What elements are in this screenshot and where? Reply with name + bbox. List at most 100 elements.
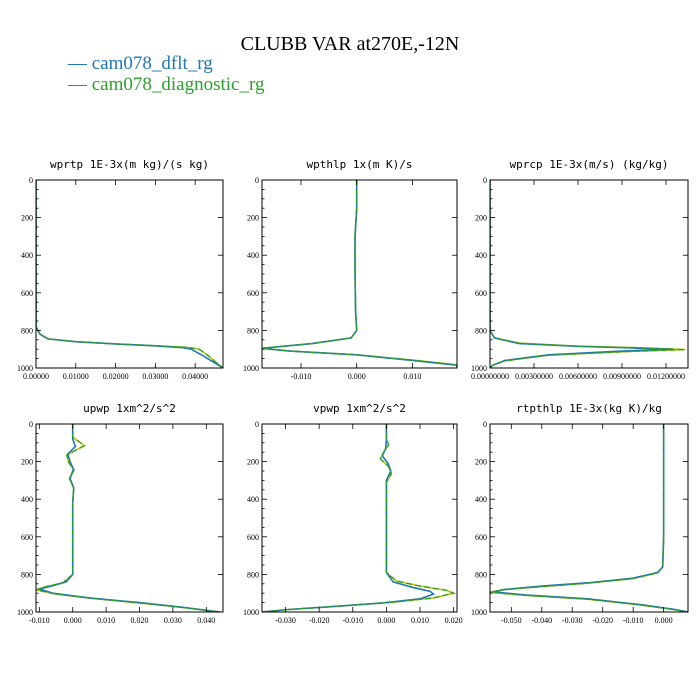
series-line-dflt [490, 180, 674, 368]
x-tick-label: 0.000 [348, 372, 366, 381]
y-tick-label: 1000 [17, 608, 33, 617]
x-tick-label: -0.020 [309, 616, 330, 625]
series-line-dflt [36, 424, 220, 612]
legend: — cam078_dflt_rg — cam078_diagnostic_rg [67, 53, 265, 95]
legend-dash-dflt: — [67, 53, 92, 74]
series-line-diagnostic-underlay [262, 424, 457, 612]
axis-frame [261, 423, 458, 613]
panel-title: wpthlp 1x(m K)/s [307, 158, 413, 171]
series-line-diagnostic [490, 180, 686, 368]
x-tick-label: -0.040 [531, 616, 552, 625]
y-tick-label: 0 [483, 176, 487, 185]
y-tick-label: 800 [21, 570, 33, 579]
x-tick-label: -0.050 [501, 616, 522, 625]
x-tick-label: 0.020 [445, 616, 463, 625]
x-tick-label: 0.00000000 [471, 372, 509, 381]
x-tick-label: 0.02000 [103, 372, 129, 381]
series-line-diagnostic [36, 424, 220, 612]
y-tick-label: 1000 [471, 364, 487, 373]
series-line-diagnostic [262, 180, 457, 368]
panel-2: wpthlp 1x(m K)/s 0 200 400 600 800 1000 -0.010 0… [243, 158, 458, 381]
panel-title: vpwp 1xm^2/s^2 [313, 402, 406, 415]
legend-dash-diagnostic: — [67, 74, 92, 95]
panel-title: wprtp 1E-3x(m kg)/(s kg) [50, 158, 209, 171]
y-tick-label: 600 [21, 289, 33, 298]
panel-3: wprcp 1E-3x(m/s) (kg/kg) 0 200 400 600 800 100… [471, 158, 689, 381]
panel-1: wprtp 1E-3x(m kg)/(s kg) 0 200 400 600 800 100… [17, 158, 224, 381]
x-tick-label: -0.010 [342, 616, 363, 625]
panel-title: wprcp 1E-3x(m/s) (kg/kg) [510, 158, 669, 171]
panel-title: upwp 1xm^2/s^2 [83, 402, 176, 415]
x-tick-label: 0.040 [197, 616, 215, 625]
y-tick-label: 600 [21, 533, 33, 542]
x-tick-label: 0.020 [131, 616, 149, 625]
series-line-diagnostic-underlay [490, 180, 686, 368]
x-tick-label: 0.01000 [63, 372, 89, 381]
panel-6: rtpthlp 1E-3x(kg K)/kg 0 200 400 600 800 1000 -… [471, 402, 689, 625]
y-tick-label: 1000 [471, 608, 487, 617]
x-tick-label: 0.010 [411, 616, 429, 625]
x-tick-label: 0.04000 [182, 372, 208, 381]
x-tick-label: 0.000 [64, 616, 82, 625]
y-tick-label: 0 [29, 420, 33, 429]
y-tick-label: 1000 [243, 364, 259, 373]
y-tick-label: 1000 [17, 364, 33, 373]
panel-grid: wprtp 1E-3x(m kg)/(s kg) 0 200 400 600 800 100… [17, 158, 689, 625]
y-tick-label: 600 [247, 289, 259, 298]
x-tick-label: -0.010 [623, 616, 644, 625]
panel-4: upwp 1xm^2/s^2 0 200 400 600 800 1000-0.010 0.0… [17, 402, 224, 625]
y-tick-label: 400 [475, 251, 487, 260]
y-tick-label: 200 [247, 214, 259, 223]
y-tick-label: 200 [475, 214, 487, 223]
y-tick-label: 800 [247, 570, 259, 579]
series-line-diagnostic [36, 180, 223, 368]
y-tick-label: 200 [475, 458, 487, 467]
x-tick-label: 0.00900000 [603, 372, 641, 381]
y-tick-label: 400 [247, 251, 259, 260]
series-line-diagnostic [490, 424, 688, 612]
y-tick-label: 0 [255, 176, 259, 185]
series-line-diagnostic-underlay [36, 424, 220, 612]
y-tick-label: 600 [475, 533, 487, 542]
x-tick-label: 0.010 [403, 372, 421, 381]
panel-5: vpwp 1xm^2/s^2 0 200 400 600 800 1000 -0.030 -0.… [243, 402, 463, 625]
series-line-diagnostic-underlay [490, 424, 688, 612]
figure-title: CLUBB VAR at270E,-12N [241, 33, 460, 55]
y-tick-label: 0 [255, 420, 259, 429]
y-tick-label: 200 [247, 458, 259, 467]
y-tick-label: 0 [483, 420, 487, 429]
x-tick-label: -0.030 [562, 616, 583, 625]
y-tick-label: 800 [21, 326, 33, 335]
x-tick-label: 0.03000 [142, 372, 168, 381]
y-tick-label: 400 [21, 251, 33, 260]
axis-frame [261, 179, 458, 369]
y-tick-label: 800 [475, 326, 487, 335]
series-line-dflt [36, 180, 223, 368]
x-tick-label: -0.010 [29, 616, 50, 625]
y-tick-label: 200 [21, 458, 33, 467]
series-line-dflt [262, 180, 457, 368]
x-tick-label: 0.000 [377, 616, 395, 625]
x-tick-label: 0.01200000 [647, 372, 685, 381]
legend-item-dflt: — cam078_dflt_rg [67, 53, 213, 74]
x-tick-label: 0.010 [97, 616, 115, 625]
y-tick-label: 400 [247, 495, 259, 504]
legend-label-diagnostic: cam078_diagnostic_rg [92, 74, 265, 95]
x-tick-label: 0.00000 [23, 372, 49, 381]
x-tick-label: -0.010 [291, 372, 312, 381]
y-tick-label: 600 [247, 533, 259, 542]
legend-label-dflt: cam078_dflt_rg [92, 53, 214, 74]
y-tick-label: 800 [247, 326, 259, 335]
panel-title: rtpthlp 1E-3x(kg K)/kg [516, 402, 662, 415]
x-tick-label: -0.020 [592, 616, 613, 625]
legend-item-diagnostic: — cam078_diagnostic_rg [67, 74, 265, 95]
y-tick-label: 400 [475, 495, 487, 504]
y-tick-label: 0 [29, 176, 33, 185]
y-tick-label: 600 [475, 289, 487, 298]
y-tick-label: 800 [475, 570, 487, 579]
series-line-diagnostic [262, 424, 456, 612]
axis-frame [489, 179, 689, 369]
x-tick-label: 0.000 [655, 616, 673, 625]
x-tick-label: 0.00600000 [559, 372, 597, 381]
